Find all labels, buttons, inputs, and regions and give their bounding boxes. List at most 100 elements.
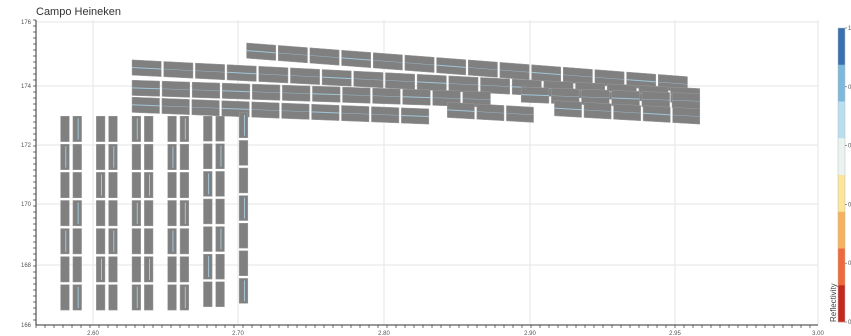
panel-reflection [468, 67, 498, 70]
panel-reflection [672, 114, 700, 117]
colorbar-segment [838, 101, 845, 139]
y-tick-label: 170 [21, 202, 32, 208]
panel-reflection [658, 81, 688, 85]
panel-reflection [436, 64, 466, 68]
solar-panel [72, 172, 82, 199]
colorbar-segment [838, 285, 845, 323]
solar-panel [238, 222, 249, 249]
y-tick-label: 168 [21, 263, 32, 269]
panel-reflection [246, 50, 276, 54]
panel-reflection [373, 60, 403, 63]
panel-reflection [341, 57, 371, 61]
solar-panel [238, 195, 249, 221]
y-tick-label: 174 [21, 84, 32, 90]
solar-panel [108, 256, 118, 283]
panel-reflection [353, 78, 384, 81]
panel-reflection [447, 109, 475, 112]
panel-reflection [227, 71, 257, 75]
colorbar-segment [838, 175, 845, 213]
x-tick-label: 2.70 [232, 331, 244, 336]
panel-reflection [611, 97, 640, 100]
solar-panel [108, 284, 118, 311]
colorbar-segment [838, 64, 845, 102]
solar-panel [203, 226, 213, 252]
solar-panel [238, 112, 249, 138]
colorbar-segment [838, 28, 845, 66]
panel-reflection [554, 107, 582, 111]
solar-panel [96, 144, 106, 170]
panel-reflection [371, 114, 399, 116]
panel-reflection [462, 98, 491, 100]
panel-reflection [311, 111, 340, 114]
colorbar-tick-label: 0.2 [848, 261, 851, 267]
solar-panel [60, 172, 70, 199]
solar-panel [60, 256, 70, 283]
panel-reflection [432, 97, 461, 99]
solar-panel [144, 115, 154, 142]
solar-panel [96, 172, 106, 199]
solar-panel [203, 253, 213, 280]
solar-panel [167, 284, 177, 311]
panel-reflection [401, 114, 429, 118]
panel-reflection [385, 80, 415, 82]
colorbar: 1 0.8 0.6 0.4 0.2 0 Reflectivity [829, 26, 851, 326]
panel-reflection [163, 68, 193, 71]
solar-panel [72, 228, 82, 255]
solar-panel [144, 172, 154, 199]
panel-reflection [672, 100, 700, 102]
solar-panel [144, 144, 154, 170]
panel-reflection [641, 98, 670, 101]
panel-reflection [282, 92, 311, 94]
colorbar-label: Reflectivity [829, 283, 838, 322]
panel-reflection [252, 91, 280, 93]
solar-panel [179, 284, 189, 311]
solar-panel [96, 228, 106, 255]
colorbar-segment [838, 211, 845, 249]
solar-panel [96, 284, 106, 311]
solar-panel [167, 228, 177, 255]
solar-panel [131, 144, 141, 170]
colorbar-tick-label: 0.4 [848, 202, 851, 208]
solar-panel [179, 172, 189, 199]
solar-panel [215, 281, 225, 307]
solar-panel [144, 284, 154, 311]
solar-panel [108, 228, 118, 255]
solar-panel [179, 228, 189, 255]
solar-panel [131, 200, 141, 227]
panel-reflection [192, 89, 220, 91]
y-tick-label: 176 [21, 20, 32, 26]
solar-panel [72, 284, 82, 311]
y-tick-label: 166 [21, 323, 32, 329]
colorbar-segment [838, 248, 845, 286]
panel-reflection [221, 107, 250, 110]
x-tick-label: 2.95 [669, 331, 681, 336]
panel-reflection [402, 96, 431, 99]
panel-reflection [404, 62, 435, 66]
solar-panel [238, 140, 249, 166]
colorbar-tick-label: 1 [848, 26, 851, 32]
panel-reflection [372, 95, 401, 97]
solar-panel [131, 115, 141, 142]
solar-panel [108, 115, 118, 142]
solar-panel [96, 115, 106, 142]
panel-reflection [161, 105, 190, 108]
panel-reflection [594, 77, 625, 80]
panel-reflection [281, 110, 310, 112]
solar-panel [108, 172, 118, 199]
panel-reflection [290, 75, 320, 78]
panel-reflection [341, 112, 370, 115]
solar-panel [238, 278, 249, 304]
y-tick-label: 172 [21, 143, 32, 149]
solar-panel [72, 200, 82, 227]
solar-panel [215, 253, 225, 280]
solar-panel [215, 198, 225, 225]
axes-layer: 176 174 172 170 168 166 2.60 2.70 2.80 2.90 2.95 3.… [21, 19, 824, 336]
solar-panel [108, 144, 118, 170]
solar-panel [167, 172, 177, 199]
solar-panel [203, 281, 213, 307]
solar-panel [96, 256, 106, 283]
solar-panel [215, 171, 225, 197]
solar-panel [72, 115, 82, 142]
panel-reflection [531, 71, 561, 76]
